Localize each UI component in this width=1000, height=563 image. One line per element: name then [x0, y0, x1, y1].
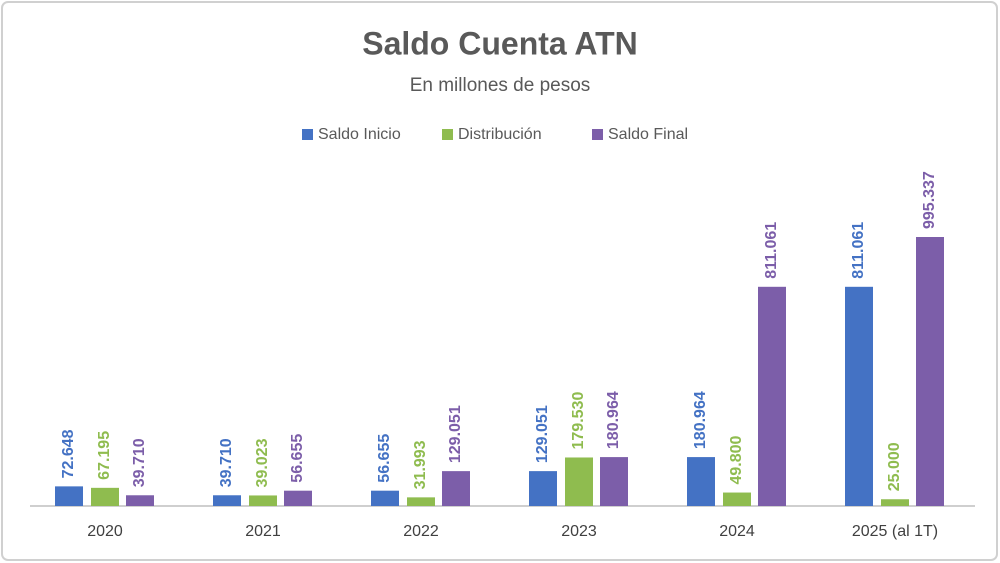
x-tick-label: 2022 [403, 523, 439, 540]
bar [91, 487, 119, 506]
value-label: 39.710 [218, 438, 235, 487]
bar [600, 457, 628, 506]
value-label: 995.337 [921, 171, 938, 229]
value-label: 25.000 [886, 442, 903, 491]
value-label: 811.061 [850, 222, 867, 279]
legend-label: Distribución [458, 126, 542, 143]
value-label: 56.655 [376, 434, 393, 483]
bar [529, 471, 557, 506]
value-label: 39.023 [254, 438, 271, 487]
value-label: 129.051 [447, 405, 464, 463]
x-tick-label: 2020 [87, 523, 123, 540]
bar [407, 497, 435, 506]
bar [249, 495, 277, 506]
bar [371, 490, 399, 506]
legend-swatch [592, 129, 603, 140]
bar [916, 237, 944, 506]
value-label: 49.800 [728, 436, 745, 485]
value-label: 180.964 [605, 391, 622, 449]
bar [442, 471, 470, 506]
bar [213, 495, 241, 506]
value-label: 67.195 [96, 431, 113, 480]
value-label: 180.964 [692, 391, 709, 449]
bar [126, 495, 154, 506]
bar [758, 286, 786, 506]
bar [284, 490, 312, 506]
value-label: 56.655 [289, 434, 306, 483]
legend-swatch [302, 129, 313, 140]
x-tick-label: 2021 [245, 523, 281, 540]
x-tick-label: 2025 (al 1T) [852, 523, 938, 540]
bar [723, 492, 751, 506]
chart-title: Saldo Cuenta ATN [362, 25, 638, 61]
bar [687, 457, 715, 506]
value-label: 72.648 [60, 429, 77, 478]
value-label: 39.710 [131, 438, 148, 487]
legend-label: Saldo Inicio [318, 126, 401, 143]
value-label: 129.051 [534, 405, 551, 463]
value-label: 811.061 [763, 222, 780, 279]
bar [845, 286, 873, 506]
x-tick-label: 2024 [719, 523, 755, 540]
legend-swatch [442, 129, 453, 140]
bar [565, 457, 593, 506]
chart-subtitle: En millones de pesos [410, 75, 591, 96]
value-label: 179.530 [570, 392, 587, 450]
bar [881, 499, 909, 506]
legend-label: Saldo Final [608, 126, 688, 143]
value-label: 31.993 [412, 440, 429, 489]
x-tick-label: 2023 [561, 523, 597, 540]
bar [55, 486, 83, 506]
